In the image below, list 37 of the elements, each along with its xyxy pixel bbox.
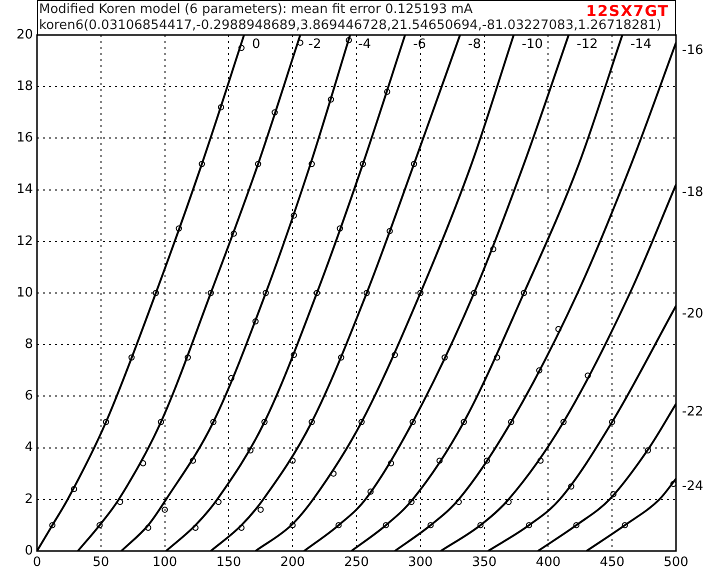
x-tick-label: 450 — [600, 555, 625, 570]
y-tick-label: 6 — [24, 388, 33, 404]
series-label: -4 — [358, 36, 372, 52]
x-tick-label: 200 — [280, 555, 306, 570]
y-tick-label: 12 — [16, 234, 33, 249]
x-tick-label: 500 — [664, 555, 688, 570]
y-tick-label: 2 — [24, 492, 33, 507]
y-tick-label: 18 — [16, 78, 33, 94]
y-tick-label: 16 — [16, 130, 33, 146]
series-label: -8 — [468, 36, 481, 52]
series-label: -2 — [308, 36, 322, 52]
series-label: -6 — [413, 36, 426, 52]
chart-title: Modified Koren model (6 parameters): mean fit error 0.125193 mA — [39, 2, 473, 17]
series-label: -24 — [682, 479, 704, 494]
text: 12SX7GT — [586, 2, 669, 20]
x-tick-label: 50 — [92, 555, 110, 570]
x-tick-label: 100 — [152, 555, 178, 570]
series-label: -20 — [682, 306, 704, 322]
y-tick-label: 8 — [24, 336, 33, 352]
chart-subtitle: koren6(0.03106854417,-0.2988948689,3.869446728,21.54650694,-81.03227083,1.26718281) — [39, 18, 662, 34]
series-label: -10 — [522, 36, 543, 52]
x-tick-label: 300 — [408, 555, 433, 570]
x-tick-label: 350 — [472, 555, 497, 570]
y-tick-label: 10 — [16, 285, 33, 300]
y-tick-label: 0 — [24, 543, 33, 558]
series-label: -16 — [682, 43, 704, 58]
y-tick-label: 20 — [16, 27, 33, 42]
y-tick-label: 4 — [24, 440, 33, 456]
x-tick-label: 400 — [536, 555, 561, 570]
series-label: -22 — [682, 404, 704, 420]
series-label: 0 — [252, 36, 260, 52]
series-label: -14 — [630, 36, 652, 52]
y-tick-label: 14 — [16, 182, 33, 198]
x-tick-label: 250 — [344, 555, 369, 570]
series-label: -18 — [682, 185, 704, 200]
series-label: -12 — [576, 36, 598, 52]
x-tick-label: 150 — [216, 555, 242, 570]
